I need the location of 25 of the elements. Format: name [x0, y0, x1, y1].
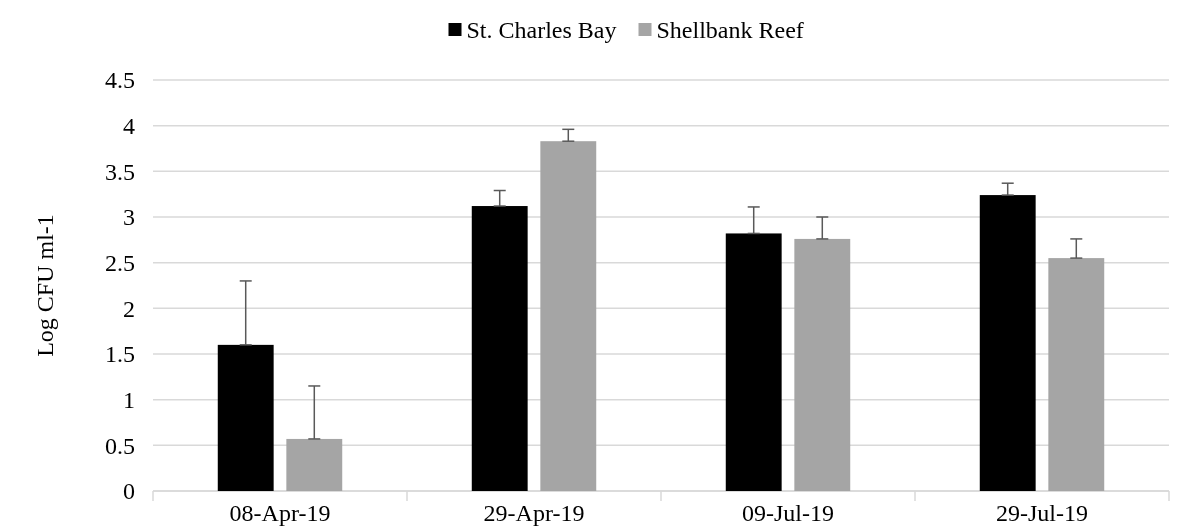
- bar: [471, 206, 528, 491]
- y-tick-label: 4: [123, 113, 135, 140]
- bar: [286, 438, 343, 491]
- x-tick-label: 08-Apr-19: [229, 500, 331, 526]
- bar: [725, 233, 782, 491]
- y-tick-label: 4.5: [105, 67, 135, 94]
- y-tick-label: 0.5: [105, 432, 135, 459]
- y-tick-label: 2: [123, 295, 135, 322]
- bar: [979, 195, 1036, 491]
- x-tick-label: 09-Jul-19: [742, 500, 834, 526]
- bar: [540, 141, 597, 491]
- y-axis-title: Log CFU ml-1: [32, 214, 58, 357]
- y-tick-label: 0: [123, 478, 135, 505]
- bar: [217, 344, 274, 491]
- y-tick-label: 3.5: [105, 158, 135, 185]
- bar: [1048, 258, 1105, 491]
- y-tick-label: 1: [123, 387, 135, 414]
- x-tick-label: 29-Apr-19: [483, 500, 585, 526]
- bar: [794, 238, 851, 491]
- y-tick-label: 1.5: [105, 341, 135, 368]
- legend-label: Shellbank Reef: [656, 17, 804, 44]
- x-tick-label: 29-Jul-19: [996, 500, 1088, 526]
- y-tick-label: 2.5: [105, 250, 135, 277]
- y-tick-label: 3: [123, 204, 135, 231]
- legend-label: St. Charles Bay: [466, 17, 617, 44]
